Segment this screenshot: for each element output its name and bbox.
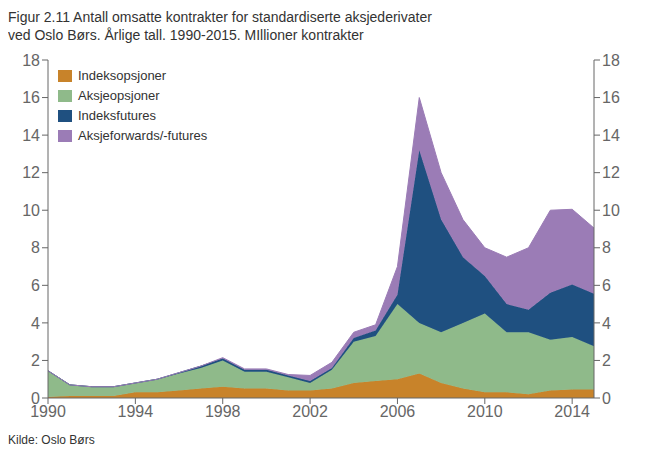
svg-text:14: 14 [602, 127, 620, 144]
svg-text:18: 18 [22, 52, 40, 69]
svg-text:2014: 2014 [554, 403, 590, 420]
html-text:Indeksfutures: Indeksfutures [78, 108, 156, 123]
svg-text:1990: 1990 [30, 403, 66, 421]
svg-text:18: 18 [602, 52, 620, 69]
html-text:Aksjeforwards/-futures: Aksjeforwards/-futures [78, 128, 208, 143]
svg-text:16: 16 [602, 89, 620, 106]
svg-text:2010: 2010 [467, 403, 503, 420]
svg-text:1998: 1998 [205, 403, 241, 420]
svg-text:0: 0 [602, 390, 611, 407]
html-text:Indeksopsjoner: Indeksopsjoner [78, 68, 167, 83]
svg-text:8: 8 [602, 239, 611, 256]
svg-text:12: 12 [602, 164, 620, 181]
svg-text:4: 4 [602, 315, 611, 332]
svg-text:4: 4 [31, 315, 40, 332]
svg-text:12: 12 [22, 164, 40, 181]
html-text:ved Oslo Børs. Årlige tall. 19: ved Oslo Børs. Årlige tall. 1990-2015. M… [8, 27, 364, 43]
svg-text:0: 0 [31, 390, 40, 407]
svg-text:8: 8 [31, 239, 40, 256]
svg-text:2: 2 [602, 352, 611, 369]
svg-text:2002: 2002 [292, 403, 328, 420]
html-text:Aksjeopsjoner: Aksjeopsjoner [78, 88, 160, 103]
svg-text:10: 10 [602, 202, 620, 219]
svg-text:14: 14 [22, 127, 40, 144]
html-text:Kilde: Oslo Børs: Kilde: Oslo Børs [8, 433, 95, 447]
svg-text:2006: 2006 [380, 403, 416, 420]
html-text:Figur 2.11 Antall omsatte kont: Figur 2.11 Antall omsatte kontrakter for… [8, 9, 432, 25]
svg-text:1994: 1994 [118, 403, 154, 420]
svg-text:6: 6 [31, 277, 40, 294]
svg-text:6: 6 [602, 277, 611, 294]
svg-text:2: 2 [31, 352, 40, 369]
svg-text:10: 10 [22, 202, 40, 219]
svg-text:16: 16 [22, 89, 40, 106]
